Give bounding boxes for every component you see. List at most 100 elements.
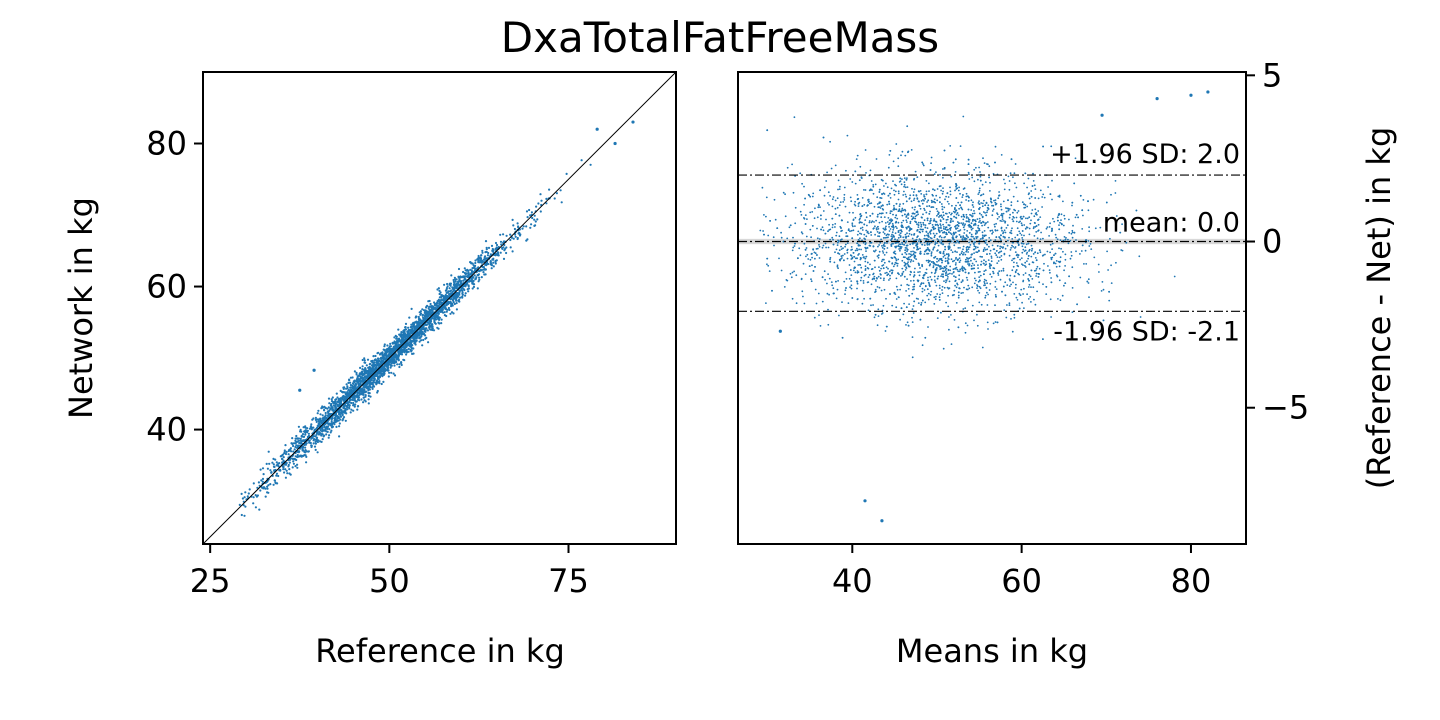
bland-altman-point [894,293,897,295]
bland-altman-point [1063,269,1065,272]
scatter-point [282,459,285,462]
bland-altman-point [923,219,926,222]
bland-altman-point [1012,195,1015,198]
scatter-point [432,317,435,320]
scatter-point [431,310,434,313]
bland-altman-point [934,272,936,275]
bland-altman-point [1002,235,1005,238]
scatter-point [450,302,453,305]
scatter-point [420,335,423,338]
scatter-point [339,397,342,400]
bland-altman-point [992,322,995,325]
bland-altman-point [944,260,947,263]
scatter-point [448,308,451,311]
bland-altman-point [982,202,984,205]
bland-altman-point [960,252,963,255]
scatter-point [294,437,297,440]
scatter-point [307,432,310,435]
bland-altman-point [1110,264,1112,267]
bland-altman-point [968,264,970,267]
bland-altman-point [1068,231,1071,234]
scatter-point [323,434,326,437]
bland-altman-point [947,196,950,198]
bland-altman-point [854,249,857,252]
bland-altman-point [1016,264,1019,267]
bland-altman-point [1051,179,1053,182]
scatter-point [326,427,329,430]
scatter-point [481,249,484,252]
scatter-point [365,377,368,380]
bland-altman-point [950,213,952,216]
bland-altman-point [977,202,980,204]
bland-altman-point [944,236,947,238]
bland-altman-point [973,277,976,280]
scatter-point [296,466,299,469]
bland-altman-point [948,211,951,214]
bland-altman-point [981,231,984,234]
bland-altman-point [933,256,936,259]
scatter-point [359,382,362,385]
scatter-point [418,332,421,335]
scatter-point [422,325,425,328]
bland-altman-point [1008,278,1011,280]
scatter-point [364,395,367,398]
bland-altman-point [889,274,891,277]
scatter-point [343,398,346,401]
bland-altman-point [922,221,925,224]
bland-altman-point [955,188,958,190]
bland-altman-point [945,233,948,236]
bland-altman-point [923,199,925,202]
bland-altman-point [983,282,986,285]
scatter-point [353,379,356,382]
scatter-point [365,364,368,367]
bland-altman-point [877,315,880,317]
scatter-point [396,363,399,366]
scatter-point [369,368,372,371]
bland-altman-point [882,231,885,234]
scatter-point [394,360,397,363]
bland-altman-point [961,250,963,253]
bland-altman-point [966,279,969,281]
bland-altman-point [1109,237,1111,240]
scatter-point [287,449,290,453]
scatter-point [302,426,305,429]
bland-altman-point [836,241,839,244]
bland-altman-point [864,219,867,222]
scatter-point [370,364,374,367]
bland-altman-point [1053,220,1056,223]
scatter-point [392,362,396,365]
bland-altman-point [957,294,960,297]
bland-altman-point [1083,263,1085,265]
scatter-point [400,348,403,351]
bland-altman-point [1023,182,1025,185]
scatter-point [379,357,382,360]
bland-altman-point [902,270,905,273]
bland-altman-point [974,245,977,248]
bland-altman-point [828,223,830,226]
bland-altman-point [971,212,974,215]
scatter-point [383,345,386,348]
bland-altman-point [873,316,876,319]
bland-altman-point [980,260,983,263]
bland-altman-point [982,221,985,224]
bland-altman-point [860,276,863,279]
bland-altman-point [1006,304,1008,306]
scatter-point [375,367,378,370]
bland-altman-point [955,266,958,269]
bland-altman-point [885,251,888,254]
bland-altman-point [936,317,939,319]
bland-altman-point [860,266,863,269]
bland-altman-point [947,255,950,257]
scatter-point [266,480,269,483]
scatter-point [381,352,384,356]
bland-altman-point [850,200,853,203]
scatter-point [331,409,334,412]
bland-altman-point [956,221,959,223]
bland-altman-point [894,216,897,219]
scatter-point [377,351,380,354]
scatter-point [400,353,404,356]
bland-altman-point [1023,307,1025,309]
scatter-point [539,193,542,196]
bland-altman-point [827,202,829,204]
scatter-point [434,322,437,325]
